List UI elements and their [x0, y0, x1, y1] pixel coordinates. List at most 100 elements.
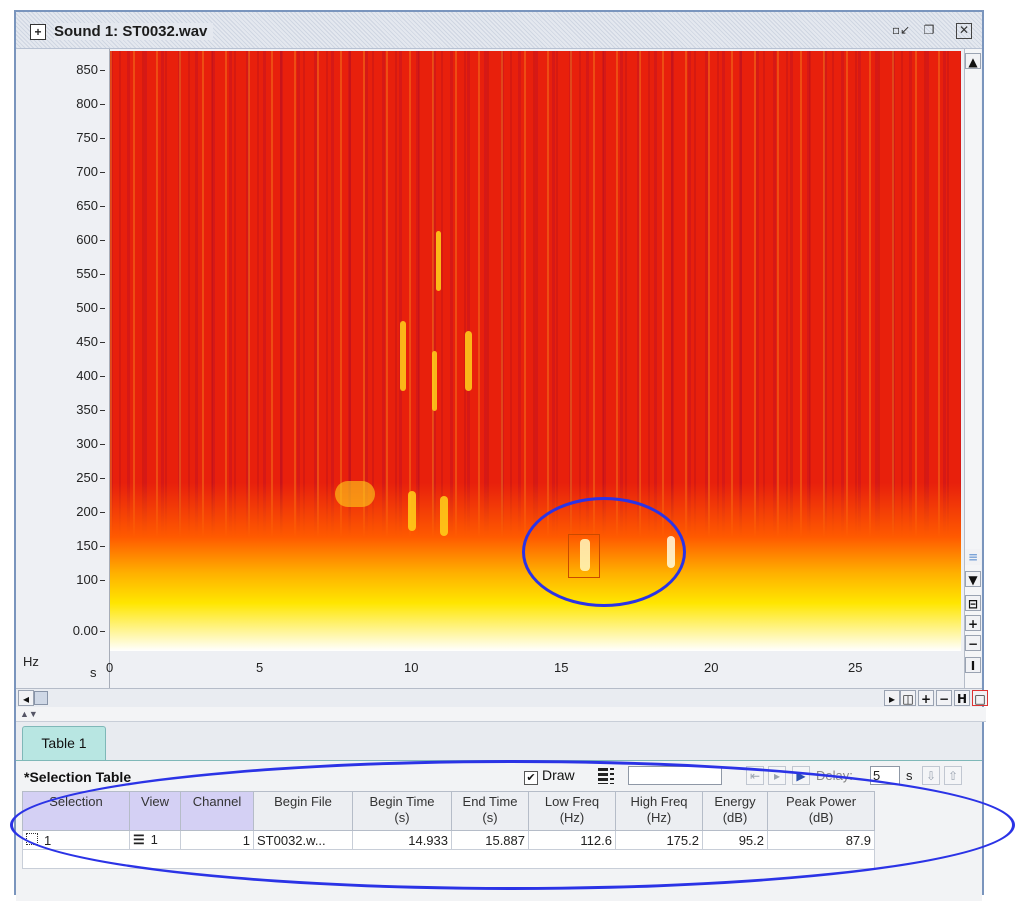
view-cell[interactable]: ☰ 1	[129, 830, 181, 850]
spectral-streak	[580, 539, 590, 571]
column-header[interactable]: Begin File	[253, 791, 353, 831]
y-tick: 550	[76, 266, 105, 281]
x-tick: 0	[106, 660, 114, 675]
horizontal-scrollbar[interactable]: ◂ ▸ ◫ + − H □	[16, 688, 988, 707]
spectrogram-canvas[interactable]	[110, 51, 961, 651]
low-freq-cell[interactable]: 112.6	[528, 830, 616, 850]
spectral-streak	[432, 351, 437, 411]
window-title: Sound 1: ST0032.wav	[54, 23, 214, 40]
y-tick: 400	[76, 368, 105, 383]
frequency-axis: 850 800 750 700 650 600 550 500 450 400 …	[19, 49, 110, 689]
y-unit-label: Hz	[23, 654, 39, 669]
y-tick: 700	[76, 164, 105, 179]
zoom-fit-vertical-icon[interactable]: ⊟	[965, 595, 981, 611]
spectral-streak	[436, 231, 441, 291]
column-header[interactable]: Begin Time (s)	[352, 791, 452, 831]
x-tick: 10	[404, 660, 419, 675]
y-tick: 600	[76, 232, 105, 247]
draw-text-field[interactable]	[628, 766, 722, 785]
spectral-streak	[408, 491, 416, 531]
selection-table: Selection View Channel Begin File Begin …	[22, 791, 875, 869]
zoom-full-vertical-icon[interactable]: Ⅰ	[965, 657, 981, 673]
zoom-in-horizontal-icon[interactable]: +	[918, 690, 934, 706]
x-unit-label: s	[90, 665, 97, 680]
delay-input[interactable]: 5	[870, 766, 900, 785]
draw-label: Draw	[542, 767, 575, 783]
y-tick: 300	[76, 436, 105, 451]
step-back-icon[interactable]: ⇤	[746, 766, 764, 785]
column-chooser-icon[interactable]	[610, 768, 614, 784]
y-tick: 450	[76, 334, 105, 349]
y-tick: 500	[76, 300, 105, 315]
y-tick: 200	[76, 504, 105, 519]
minimize-icon[interactable]: ▫↙	[892, 23, 911, 37]
x-tick: 5	[256, 660, 264, 675]
horizontal-scroll-thumb[interactable]	[34, 691, 48, 705]
scroll-up-icon[interactable]: ▲	[965, 53, 981, 69]
table-header-row: Selection View Channel Begin File Begin …	[22, 791, 875, 831]
peak-power-cell[interactable]: 87.9	[767, 830, 875, 850]
zoom-out-horizontal-icon[interactable]: −	[936, 690, 952, 706]
x-tick: 15	[554, 660, 569, 675]
pane-splitter[interactable]: ▲▼	[16, 707, 986, 722]
spectral-streak	[465, 331, 472, 391]
play-selection-icon[interactable]: ▶	[792, 766, 810, 785]
column-header[interactable]: View	[129, 791, 181, 831]
selection-table-title: *Selection Table	[24, 769, 132, 785]
draw-toggle[interactable]: ✔ Draw	[524, 767, 575, 785]
table-row[interactable]: 1 ☰ 1 1 ST0032.w... 14.933 15.887 112.6 1…	[22, 830, 875, 850]
begin-file-cell[interactable]: ST0032.w...	[253, 830, 353, 850]
spectral-streak	[400, 321, 406, 391]
selection-cell[interactable]: 1	[22, 830, 130, 850]
scroll-down-icon[interactable]: ▼	[965, 571, 981, 587]
column-header[interactable]: End Time (s)	[451, 791, 529, 831]
column-header[interactable]: Energy (dB)	[702, 791, 768, 831]
y-tick: 250	[76, 470, 105, 485]
delay-label: Delay:	[816, 768, 853, 783]
scroll-thumb[interactable]: ≡	[965, 549, 981, 565]
zoom-fit-horizontal-icon[interactable]: ◫	[900, 690, 916, 706]
spectral-streak	[335, 481, 375, 507]
time-axis: 0 5 10 15 20 25	[106, 654, 961, 684]
zoom-selection-icon[interactable]: □	[972, 690, 988, 706]
y-tick: 750	[76, 130, 105, 145]
column-chooser-icon[interactable]	[598, 768, 608, 784]
zoom-out-vertical-icon[interactable]: −	[965, 635, 981, 651]
selection-marker-icon	[26, 832, 38, 845]
y-tick: 100	[76, 572, 105, 587]
x-tick: 20	[704, 660, 719, 675]
spectral-streak	[667, 536, 675, 568]
move-down-icon[interactable]: ⇩	[922, 766, 940, 785]
tab-table-1[interactable]: Table 1	[22, 726, 106, 760]
vertical-scrollbar[interactable]: ▲ ≡ ▼ ⊟ + − Ⅰ	[964, 49, 981, 695]
end-time-cell[interactable]: 15.887	[451, 830, 529, 850]
column-header[interactable]: Low Freq (Hz)	[528, 791, 616, 831]
high-freq-cell[interactable]: 175.2	[615, 830, 703, 850]
window-titlebar[interactable]: + Sound 1: ST0032.wav ▫↙ ❐ ✕	[16, 12, 982, 49]
column-header[interactable]: Channel	[180, 791, 254, 831]
step-forward-icon[interactable]: ▸	[768, 766, 786, 785]
column-header[interactable]: Selection	[22, 791, 130, 831]
column-header[interactable]: Peak Power (dB)	[767, 791, 875, 831]
table-empty-area	[22, 849, 875, 869]
scroll-left-icon[interactable]: ◂	[18, 690, 34, 706]
sound-file-icon: +	[30, 24, 46, 40]
zoom-full-horizontal-icon[interactable]: H	[954, 690, 970, 706]
draw-checkbox[interactable]: ✔	[524, 771, 538, 785]
energy-cell[interactable]: 95.2	[702, 830, 768, 850]
selection-box[interactable]	[568, 534, 600, 578]
delay-unit: s	[906, 768, 913, 783]
y-tick: 0.00	[73, 623, 105, 638]
begin-time-cell[interactable]: 14.933	[352, 830, 452, 850]
column-header[interactable]: High Freq (Hz)	[615, 791, 703, 831]
table-tabbar: Table 1	[16, 722, 982, 761]
channel-cell[interactable]: 1	[180, 830, 254, 850]
y-tick: 150	[76, 538, 105, 553]
restore-icon[interactable]: ❐	[923, 23, 935, 37]
zoom-in-vertical-icon[interactable]: +	[965, 615, 981, 631]
spectral-streak	[440, 496, 448, 536]
close-icon[interactable]: ✕	[956, 23, 972, 39]
scroll-right-icon[interactable]: ▸	[884, 690, 900, 706]
move-up-icon[interactable]: ⇧	[944, 766, 962, 785]
y-tick: 350	[76, 402, 105, 417]
